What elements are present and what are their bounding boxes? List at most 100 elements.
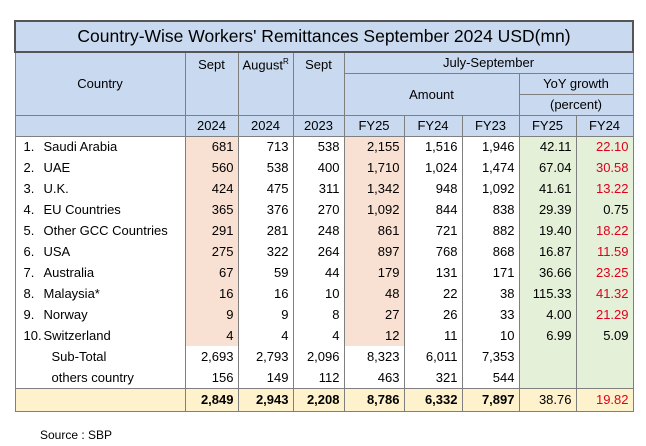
cell-value: 59	[237, 262, 294, 283]
cell-value: 42.11	[518, 136, 577, 157]
cell-value: 248	[292, 220, 345, 241]
remittances-table-wrapper: Country-Wise Workers' Remittances Septem…	[13, 20, 635, 412]
country-name: Saudi Arabia	[43, 139, 118, 155]
cell-value: 30.58	[575, 157, 634, 178]
header-year: FY23	[461, 114, 520, 137]
cell-value: 321	[403, 367, 463, 388]
cell-value: 2,849	[184, 387, 239, 412]
cell-value: 33	[461, 304, 520, 325]
country-cell: 4. EU Countries	[14, 199, 186, 220]
cell-value: 67.04	[518, 157, 577, 178]
cell-value: 2,096	[292, 346, 345, 367]
cell-value: 149	[237, 367, 294, 388]
cell-value: 29.39	[518, 199, 577, 220]
header-august-text: August	[242, 57, 283, 73]
row-index: 7.	[23, 265, 35, 280]
table-row: 8. Malaysia* 16 16 10 48 22 38 115.33 41.32	[14, 283, 634, 304]
cell-value: 475	[237, 178, 294, 199]
header-country: Country	[14, 51, 186, 116]
header-july-september: July-September	[343, 51, 634, 74]
cell-value: 38.76	[518, 387, 577, 412]
cell-value: 322	[237, 241, 294, 262]
country-cell: 9. Norway	[14, 304, 186, 325]
cell-value: 838	[461, 199, 520, 220]
cell-value: 6.99	[518, 325, 577, 346]
country-cell: 5. Other GCC Countries	[14, 220, 186, 241]
cell-value: 41.61	[518, 178, 577, 199]
country-name: USA	[43, 244, 71, 259]
cell-empty	[575, 367, 634, 388]
cell-value: 897	[343, 241, 405, 262]
cell-value: 16	[184, 283, 239, 304]
header-year: FY24	[575, 114, 634, 137]
cell-value: 1,342	[343, 178, 405, 199]
cell-value: 311	[292, 178, 345, 199]
cell-value: 13.22	[575, 178, 634, 199]
cell-value: 0.75	[575, 199, 634, 220]
cell-value: 2,793	[237, 346, 294, 367]
cell-value: 2,693	[184, 346, 239, 367]
cell-value: 713	[237, 136, 294, 157]
header-yoy-unit: (percent)	[518, 93, 634, 116]
total-label-cell	[14, 387, 186, 412]
cell-value: 22	[403, 283, 463, 304]
cell-value: 1,024	[403, 157, 463, 178]
cell-value: 11	[403, 325, 463, 346]
cell-value: 22.10	[575, 136, 634, 157]
cell-value: 275	[184, 241, 239, 262]
header-year: FY24	[403, 114, 463, 137]
cell-value: 721	[403, 220, 463, 241]
table-title: Country-Wise Workers' Remittances Septem…	[13, 20, 635, 53]
cell-empty	[518, 346, 577, 367]
cell-empty	[518, 367, 577, 388]
cell-value: 10	[292, 283, 345, 304]
cell-value: 1,474	[461, 157, 520, 178]
country-cell: 10. Switzerland	[14, 325, 186, 346]
table-row: 9. Norway 9 9 8 27 26 33 4.00 21.29	[14, 304, 634, 325]
header-year: FY25	[518, 114, 577, 137]
cell-value: 27	[343, 304, 405, 325]
cell-value: 1,092	[343, 199, 405, 220]
table-row: 3. U.K. 424 475 311 1,342 948 1,092 41.61 13.22	[14, 178, 634, 199]
cell-value: 1,946	[461, 136, 520, 157]
cell-value: 5.09	[575, 325, 634, 346]
cell-value: 21.29	[575, 304, 634, 325]
header-august-sup: R	[282, 57, 289, 66]
cell-value: 1,092	[461, 178, 520, 199]
cell-value: 768	[403, 241, 463, 262]
cell-value: 8,786	[343, 387, 405, 412]
cell-value: 9	[237, 304, 294, 325]
country-cell: 1. Saudi Arabia	[14, 136, 186, 157]
title-row: Country-Wise Workers' Remittances Septem…	[13, 20, 635, 53]
cell-value: 10	[461, 325, 520, 346]
total-row: 2,849 2,943 2,208 8,786 6,332 7,897 38.7…	[14, 387, 634, 412]
cell-value: 6,332	[403, 387, 463, 412]
cell-value: 9	[184, 304, 239, 325]
table-row: 4. EU Countries 365 376 270 1,092 844 838 29.39 0…	[14, 199, 634, 220]
cell-value: 7,897	[461, 387, 520, 412]
cell-value: 26	[403, 304, 463, 325]
row-index: 2.	[23, 160, 35, 175]
cell-value: 38	[461, 283, 520, 304]
cell-value: 281	[237, 220, 294, 241]
country-cell: 7. Australia	[14, 262, 186, 283]
header-year: 2024	[184, 114, 239, 137]
cell-value: 948	[403, 178, 463, 199]
cell-value: 681	[184, 136, 239, 157]
others-row: others country 156 149 112 463 321 544	[14, 367, 634, 388]
country-name: EU Countries	[43, 202, 121, 217]
row-index: 8.	[23, 286, 35, 301]
cell-value: 376	[237, 199, 294, 220]
cell-value: 538	[292, 136, 345, 157]
cell-value: 12	[343, 325, 405, 346]
cell-value: 424	[184, 178, 239, 199]
cell-value: 6,011	[403, 346, 463, 367]
country-name: Switzerland	[43, 328, 111, 343]
country-name: Australia	[43, 265, 95, 280]
table-row: 10. Switzerland 4 4 4 12 11 10 6.99 5.09	[14, 325, 634, 346]
cell-value: 400	[292, 157, 345, 178]
cell-value: 11.59	[575, 241, 634, 262]
cell-value: 544	[461, 367, 520, 388]
table-row: 2. UAE 560 538 400 1,710 1,024 1,474 67.04 30.58	[14, 157, 634, 178]
cell-value: 1,710	[343, 157, 405, 178]
